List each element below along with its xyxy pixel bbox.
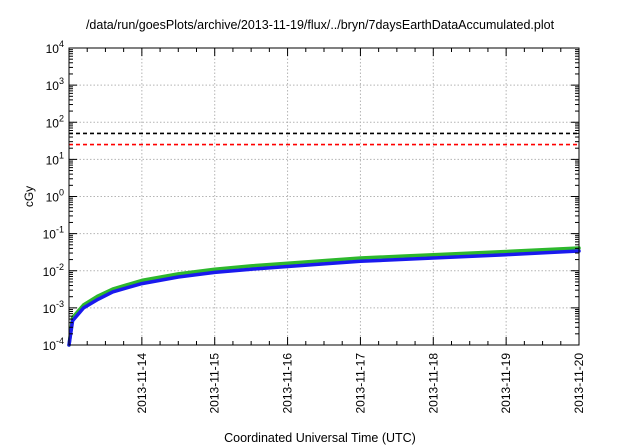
- y-tick-label: 100: [46, 188, 64, 205]
- x-tick-label: 2013-11-14: [135, 353, 149, 414]
- plot-frame: [68, 47, 580, 346]
- x-tick-label: 2013-11-17: [353, 353, 367, 414]
- series-line: [67, 249, 581, 347]
- x-tick-label: 2013-11-20: [572, 353, 586, 414]
- x-tick-label: 2013-11-19: [499, 353, 513, 414]
- y-axis-label: cGy: [22, 186, 36, 207]
- x-axis-ticks: 2013-11-14 2013-11-15 2013-11-16 2013-11-17…: [86, 48, 586, 414]
- x-tick-label: 2013-11-15: [208, 353, 222, 414]
- y-tick-label: 104: [46, 39, 64, 56]
- y-tick-label: 101: [46, 150, 64, 167]
- y-axis-ticks: 10-4 10-3 10-2 10-1 100 101 102 103 104: [43, 39, 579, 353]
- y-tick-label: 103: [46, 76, 64, 93]
- series-lines: [67, 246, 581, 347]
- y-tick-label: 10-4: [43, 336, 64, 353]
- reference-lines: [69, 132, 579, 146]
- x-tick-label: 2013-11-18: [426, 353, 440, 414]
- y-tick-label: 102: [46, 113, 64, 130]
- series-line: [67, 246, 581, 347]
- y-tick-label: 10-1: [43, 225, 64, 242]
- grid-lines: [69, 48, 579, 345]
- chart-title: /data/run/goesPlots/archive/2013-11-19/f…: [85, 18, 555, 32]
- x-axis-label: Coordinated Universal Time (UTC): [224, 431, 416, 445]
- x-tick-label: 2013-11-16: [281, 353, 295, 414]
- y-tick-label: 10-3: [43, 299, 64, 316]
- y-tick-label: 10-2: [43, 262, 64, 279]
